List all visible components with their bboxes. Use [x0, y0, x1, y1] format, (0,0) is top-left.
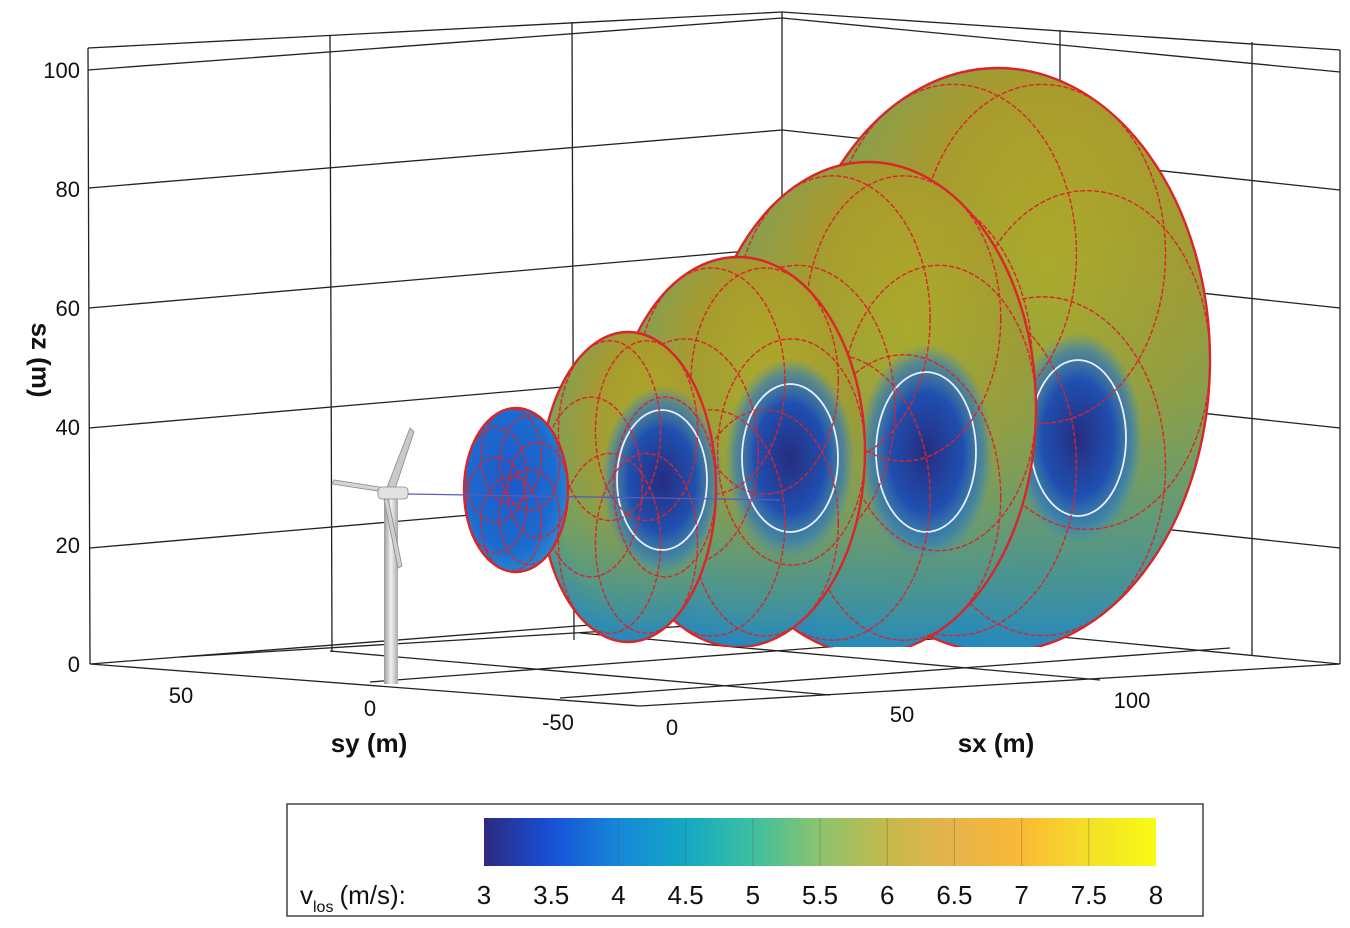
scan-trajectory [498, 468, 561, 566]
x-axis-ticks: 0 50 100 [666, 688, 1150, 740]
scan-trajectory [594, 452, 699, 634]
colorbar-tick-label: 8 [1149, 880, 1163, 910]
scan-surfaces [462, 66, 1212, 647]
x-tick-label: 0 [666, 715, 678, 740]
y-tick-label: 0 [364, 696, 376, 721]
surface-scan-2 [538, 330, 721, 644]
scan-trajectory [557, 340, 662, 522]
colorbar-label: vlos (m/s): [300, 880, 406, 916]
wake-contour [741, 383, 839, 533]
scan-trajectory [557, 452, 662, 634]
colorbar-tick-label: 4 [611, 880, 625, 910]
scan-trajectory [465, 426, 528, 524]
z-tick-label: 80 [56, 177, 80, 202]
y-tick-label: 50 [169, 683, 193, 708]
surface-fill [464, 408, 568, 572]
colorbar-tick-label: 5 [746, 880, 760, 910]
wake-deficit [858, 344, 994, 560]
wake-deficit [725, 358, 855, 558]
lidar-beam [407, 493, 781, 501]
wake-deficit [1013, 332, 1143, 544]
y-tick-label: -50 [542, 710, 574, 735]
scan-trajectory [480, 475, 543, 572]
x-tick-label: 100 [1114, 688, 1151, 713]
z-tick-label: 60 [56, 296, 80, 321]
x-tick-label: 50 [890, 702, 914, 727]
colorbar-tick-label: 7.5 [1071, 880, 1107, 910]
x-axis-title: sx (m) [958, 728, 1035, 758]
wind-turbine [331, 427, 781, 684]
z-tick-label: 20 [56, 533, 80, 558]
surface-scan-1 [462, 406, 570, 574]
colorbar-tick-label: 7 [1014, 880, 1028, 910]
colorbar-tick-label: 6 [880, 880, 894, 910]
scan-trajectory [829, 83, 1078, 424]
scan-trajectory [465, 456, 528, 554]
scan-trajectory [498, 414, 561, 512]
z-tick-label: 40 [56, 415, 80, 440]
scan-trajectory [829, 296, 1078, 637]
wake-contour [616, 409, 708, 551]
z-axis-title: sz (m) [26, 322, 56, 397]
colorbar: vlos (m/s): 3 3.5 4 4.5 5 5.5 6 6.5 7 7.5 8 [286, 803, 1204, 917]
scan-trajectory [918, 296, 1167, 637]
colorbar-tick-label: 5.5 [802, 880, 838, 910]
colorbar-tick-label: 6.5 [936, 880, 972, 910]
colorbar-tick-label: 3.5 [533, 880, 569, 910]
surface-rim [462, 406, 570, 574]
turbine-blade-top [385, 427, 415, 493]
colorbar-tick-label: 3 [477, 880, 491, 910]
colorbar-tick-label: 4.5 [668, 880, 704, 910]
z-tick-label: 0 [68, 652, 80, 677]
scan-trajectory [918, 83, 1167, 424]
y-axis-ticks: 50 0 -50 [169, 683, 574, 735]
wake-contour [875, 371, 977, 533]
y-axis-title: sy (m) [331, 728, 408, 758]
z-axis-ticks: 0 20 40 60 80 100 [43, 58, 80, 677]
colorbar-gradient [484, 818, 1156, 866]
scan-trajectory [594, 340, 699, 522]
z-tick-label: 100 [43, 58, 80, 83]
turbine-nacelle [377, 486, 409, 500]
